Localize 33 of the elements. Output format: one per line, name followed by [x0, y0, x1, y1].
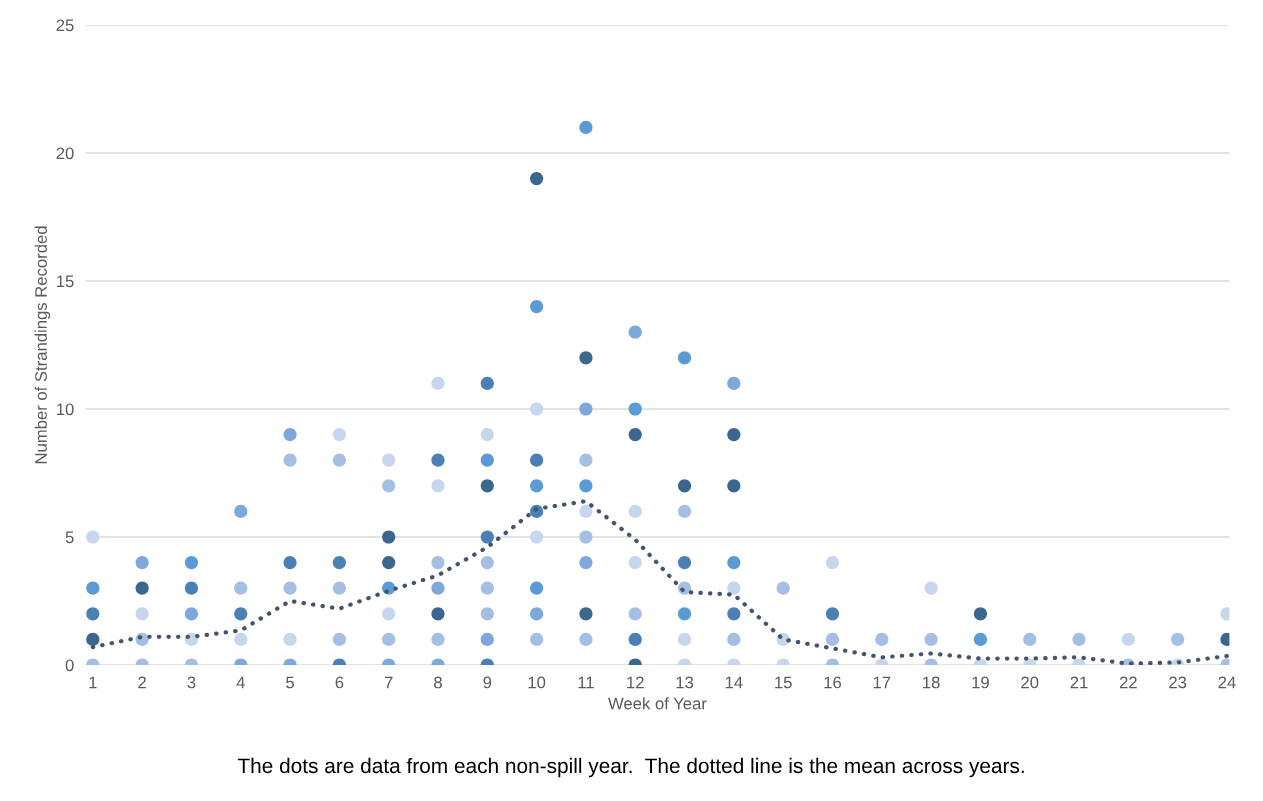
y-axis-title: Number of Strandings Recorded [34, 226, 51, 464]
x-tick-label: 15 [775, 676, 792, 689]
x-tick-label: 1 [89, 676, 97, 689]
x-axis-title: Week of Year [608, 697, 707, 710]
x-tick-label: 4 [236, 676, 245, 689]
x-tick-label: 20 [1021, 676, 1039, 689]
x-tick-label: 11 [578, 676, 594, 689]
x-tick-label: 14 [725, 676, 743, 689]
x-tick-label: 10 [528, 676, 546, 689]
x-tick-label: 16 [824, 676, 842, 689]
x-tick-label: 23 [1169, 676, 1187, 689]
y-tick-label: 10 [57, 403, 74, 416]
x-tick-label: 6 [335, 676, 344, 689]
y-tick-label: 15 [57, 275, 74, 288]
x-tick-label: 21 [1070, 676, 1088, 689]
x-tick-label: 24 [1218, 676, 1236, 689]
x-tick-label: 7 [384, 676, 393, 689]
x-tick-label: 19 [972, 676, 989, 689]
x-tick-label: 18 [923, 676, 940, 689]
x-tick-label: 17 [873, 676, 891, 689]
x-tick-label: 22 [1119, 676, 1137, 689]
y-tick-label: 20 [56, 147, 74, 160]
x-tick-label: 12 [627, 676, 644, 689]
y-tick-label: 5 [65, 531, 74, 544]
x-tick-label: 5 [286, 676, 294, 689]
x-tick-label: 9 [483, 676, 492, 689]
x-tick-label: 8 [434, 676, 442, 689]
y-tick-label: 0 [65, 659, 74, 672]
text: The dots are data from each non-spill year. The dotted line is the mean across years. [237, 757, 1024, 778]
y-tick-label: 25 [56, 19, 74, 32]
x-tick-label: 3 [187, 676, 196, 689]
x-tick-label: 13 [676, 676, 694, 689]
x-tick-label: 2 [138, 676, 146, 689]
